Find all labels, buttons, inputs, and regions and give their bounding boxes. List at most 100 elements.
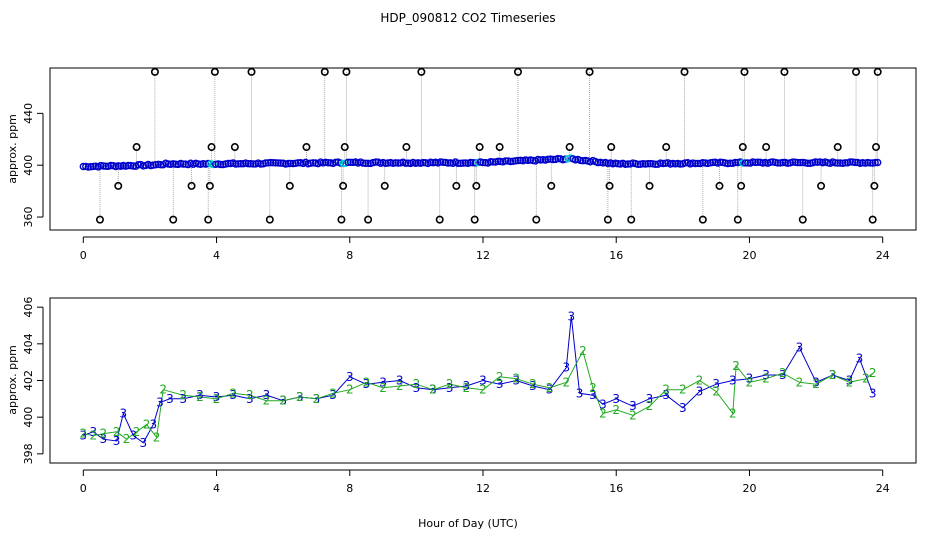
- series-3-marker: 3: [179, 392, 187, 406]
- series-2-marker: 2: [263, 394, 271, 408]
- co2-point: [371, 158, 380, 166]
- top-x-tick-label: 24: [876, 249, 890, 262]
- top-panel-y-label: approx. ppm: [6, 114, 19, 184]
- series-2-marker: 2: [413, 377, 421, 391]
- co2-point: [751, 158, 759, 167]
- series-3-marker: 3: [856, 352, 864, 366]
- top-x-tick-label: 0: [80, 249, 87, 262]
- bottom-y-tick-label: 402: [22, 370, 35, 391]
- co2-point: [659, 159, 667, 168]
- co2-point: [394, 159, 402, 167]
- series-2-marker: 2: [812, 377, 820, 391]
- series-3-marker: 3: [446, 381, 454, 395]
- co2-point: [264, 159, 272, 167]
- co2-point: [779, 158, 787, 167]
- bottom-y-tick-label: 400: [22, 407, 35, 428]
- series-3-marker: 3: [567, 309, 575, 323]
- series-3-marker: 3: [646, 392, 654, 406]
- excursion-point: [187, 181, 196, 190]
- co2-point: [272, 159, 280, 167]
- co2-point: [709, 158, 717, 167]
- co2-point: [676, 160, 684, 168]
- co2-point: [634, 160, 642, 169]
- excursion-point: [870, 181, 879, 190]
- top-panel-x-axis: 0 4 8 12 16 20 24: [80, 236, 890, 262]
- excursion-point: [817, 181, 826, 190]
- series-2-marker: 2: [712, 385, 720, 399]
- top-y-tick-label: 360: [22, 207, 35, 228]
- bottom-y-tick-label: 406: [22, 297, 35, 318]
- co2-point: [651, 160, 660, 169]
- co2-point: [744, 159, 752, 167]
- excursion-point: [513, 67, 522, 76]
- co2-point: [554, 154, 562, 163]
- bottom-x-tick-label: 4: [213, 482, 220, 495]
- top-y-tick-label: 400: [22, 155, 35, 176]
- series-2-marker: 2: [546, 381, 554, 395]
- co2-point: [216, 160, 225, 169]
- co2-point: [466, 158, 475, 167]
- co2-point: [324, 158, 332, 167]
- series-3-marker: 3: [129, 429, 137, 443]
- series-3-marker: 3: [139, 436, 147, 450]
- excursion-point: [762, 143, 771, 152]
- bottom-x-tick-label: 16: [609, 482, 623, 495]
- series-3-marker: 3: [346, 370, 354, 384]
- co2-point: [391, 159, 400, 167]
- excursion-point: [605, 181, 614, 190]
- co2-point: [444, 159, 452, 167]
- co2-point: [439, 158, 447, 167]
- co2-point: [246, 159, 255, 168]
- co2-point: [257, 160, 265, 168]
- series-3-marker: 3: [496, 377, 504, 391]
- co2-point: [89, 162, 98, 171]
- co2-point: [129, 162, 138, 170]
- series-3-marker: 3: [263, 388, 271, 402]
- excursion-point: [169, 215, 178, 224]
- series-2-marker: 2: [562, 375, 570, 389]
- series-2-marker: 2: [279, 394, 287, 408]
- co2-point: [267, 158, 275, 167]
- excursion-point: [472, 181, 481, 190]
- bottom-panel-x-axis: 0 4 8 12 16 20 24: [80, 469, 890, 495]
- co2-point: [456, 159, 465, 168]
- series-3-marker: 3: [589, 388, 597, 402]
- co2-point: [874, 158, 882, 167]
- series-3-marker: 3: [529, 379, 537, 393]
- co2-point: [209, 160, 217, 169]
- excursion-point: [205, 181, 214, 190]
- co2-point: [231, 160, 240, 168]
- co2-point: [544, 155, 552, 164]
- series-2-marker: 2: [579, 344, 587, 358]
- excursion-point: [210, 67, 219, 76]
- excursion-point: [547, 181, 556, 190]
- excursion-point: [302, 143, 311, 152]
- co2-point: [99, 162, 108, 170]
- co2-point: [739, 159, 747, 167]
- co2-point: [171, 160, 180, 168]
- excursion-point: [417, 67, 426, 76]
- series-3-line: [83, 316, 874, 444]
- series-3-marker: 3: [779, 368, 787, 382]
- co2-point: [831, 159, 839, 167]
- series-3-marker: 3: [196, 388, 204, 402]
- co2-point: [364, 159, 372, 168]
- excursion-point: [207, 143, 216, 152]
- series-3-marker: 3: [869, 386, 877, 400]
- series-2-marker: 2: [296, 390, 304, 404]
- series-2-marker: 2: [79, 427, 87, 441]
- series-3-marker: 3: [229, 388, 237, 402]
- series-2-marker: 2: [599, 407, 607, 421]
- excursion-point: [95, 215, 104, 224]
- co2-point: [107, 161, 115, 170]
- series-2-marker: 2: [512, 372, 520, 386]
- excursion-point: [627, 215, 636, 224]
- series-2-marker: 2: [213, 392, 221, 406]
- co2-point: [204, 159, 212, 168]
- co2-point: [359, 159, 367, 167]
- series-2-marker: 2: [646, 399, 654, 413]
- bottom-panel-frame: [49, 297, 917, 464]
- excursion-point: [873, 67, 882, 76]
- co2-point: [841, 159, 849, 167]
